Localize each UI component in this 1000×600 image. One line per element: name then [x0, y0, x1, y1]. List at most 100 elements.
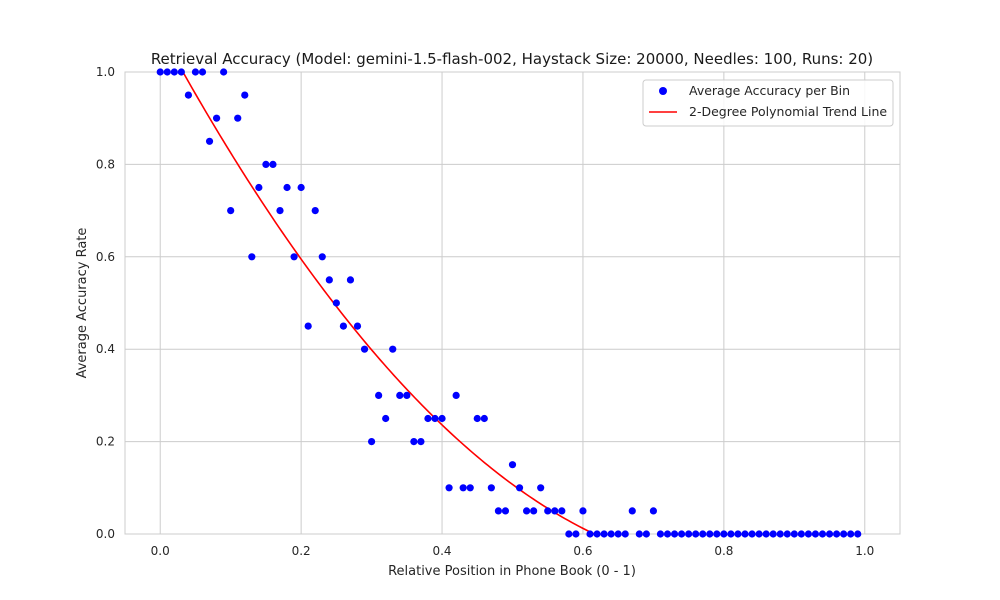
data-point: [579, 507, 587, 515]
x-tick-label: 1.0: [855, 544, 874, 558]
data-point: [459, 484, 467, 492]
data-point: [508, 461, 517, 469]
data-point: [325, 276, 333, 284]
data-point: [205, 137, 214, 145]
data-point: [783, 530, 791, 538]
data-point: [537, 484, 545, 492]
data-point: [452, 391, 460, 399]
data-point: [692, 530, 700, 538]
chart-title: Retrieval Accuracy (Model: gemini-1.5-fl…: [151, 50, 873, 68]
data-point: [713, 530, 721, 538]
data-point: [191, 68, 200, 76]
data-point: [649, 507, 658, 515]
y-tick-label: 0.4: [96, 342, 115, 356]
data-point: [473, 414, 481, 423]
data-point: [600, 530, 608, 538]
plot-frame: [124, 71, 901, 535]
data-point: [241, 91, 249, 99]
data-point: [353, 322, 362, 330]
data-point: [544, 507, 552, 515]
x-axis-label: Relative Position in Phone Book (0 - 1): [388, 564, 636, 579]
data-point: [487, 484, 495, 492]
data-point: [530, 507, 538, 515]
data-point: [755, 530, 763, 538]
data-point: [663, 530, 672, 538]
x-tick-label: 0.8: [714, 544, 733, 558]
data-point: [790, 530, 798, 538]
data-point: [276, 207, 284, 215]
data-point: [304, 322, 312, 330]
data-point: [339, 322, 348, 330]
data-point: [389, 345, 397, 353]
y-tick-label: 0.8: [96, 157, 115, 171]
data-point: [255, 183, 263, 192]
data-point: [741, 530, 749, 538]
data-point: [311, 207, 319, 215]
data-point: [227, 207, 235, 215]
data-point: [586, 530, 594, 538]
data-point: [332, 299, 340, 307]
data-point: [480, 414, 488, 423]
data-point: [551, 507, 559, 515]
data-point: [832, 530, 841, 538]
data-point: [762, 530, 770, 538]
data-point: [656, 530, 665, 538]
data-point: [248, 253, 256, 261]
data-point: [572, 530, 580, 538]
x-tick-label: 0.4: [432, 544, 451, 558]
data-point: [685, 530, 693, 538]
data-point: [635, 530, 643, 538]
data-point: [438, 414, 446, 423]
data-point: [297, 183, 305, 192]
data-point: [593, 530, 601, 538]
scatter-points: [156, 68, 862, 538]
data-point: [466, 484, 474, 492]
data-point: [769, 530, 777, 538]
legend-label-scatter: Average Accuracy per Bin: [689, 83, 850, 98]
data-point: [804, 530, 813, 538]
y-tick-labels: 0.0 0.2 0.4 0.6 0.8 1.0: [96, 65, 115, 541]
data-point: [170, 68, 178, 76]
data-point: [184, 91, 193, 99]
data-point: [565, 530, 573, 538]
data-point: [621, 530, 629, 538]
data-point: [748, 530, 756, 538]
data-point: [734, 530, 742, 538]
data-point: [318, 253, 326, 261]
data-point: [346, 276, 355, 284]
data-point: [177, 68, 185, 76]
data-point: [367, 438, 376, 446]
data-point: [847, 530, 855, 538]
data-point: [522, 507, 531, 515]
x-tick-labels: 0.0 0.2 0.4 0.6 0.8 1.0: [151, 544, 875, 558]
x-tick-label: 0.6: [573, 544, 592, 558]
legend-box: [642, 79, 894, 127]
y-tick-label: 1.0: [96, 65, 115, 79]
y-tick-label: 0.2: [96, 435, 115, 449]
trend-line-group: [182, 72, 597, 534]
data-point: [670, 530, 679, 538]
data-point: [198, 68, 207, 76]
data-point: [360, 345, 369, 353]
data-point: [269, 160, 277, 168]
data-point: [445, 484, 453, 492]
legend-marker-scatter: [659, 87, 667, 95]
data-point: [706, 530, 714, 538]
data-point: [375, 391, 383, 399]
data-point: [494, 507, 503, 515]
y-tick-label: 0.0: [96, 527, 115, 541]
data-point: [854, 530, 862, 538]
data-point: [607, 530, 615, 538]
data-point: [699, 530, 707, 538]
data-point: [515, 484, 524, 492]
data-point: [825, 530, 834, 538]
data-point: [396, 391, 404, 399]
data-point: [818, 530, 827, 538]
plot-background: [125, 72, 900, 534]
x-tick-label: 0.0: [151, 544, 170, 558]
data-point: [234, 114, 242, 122]
data-point: [403, 391, 411, 399]
data-point: [410, 438, 418, 446]
